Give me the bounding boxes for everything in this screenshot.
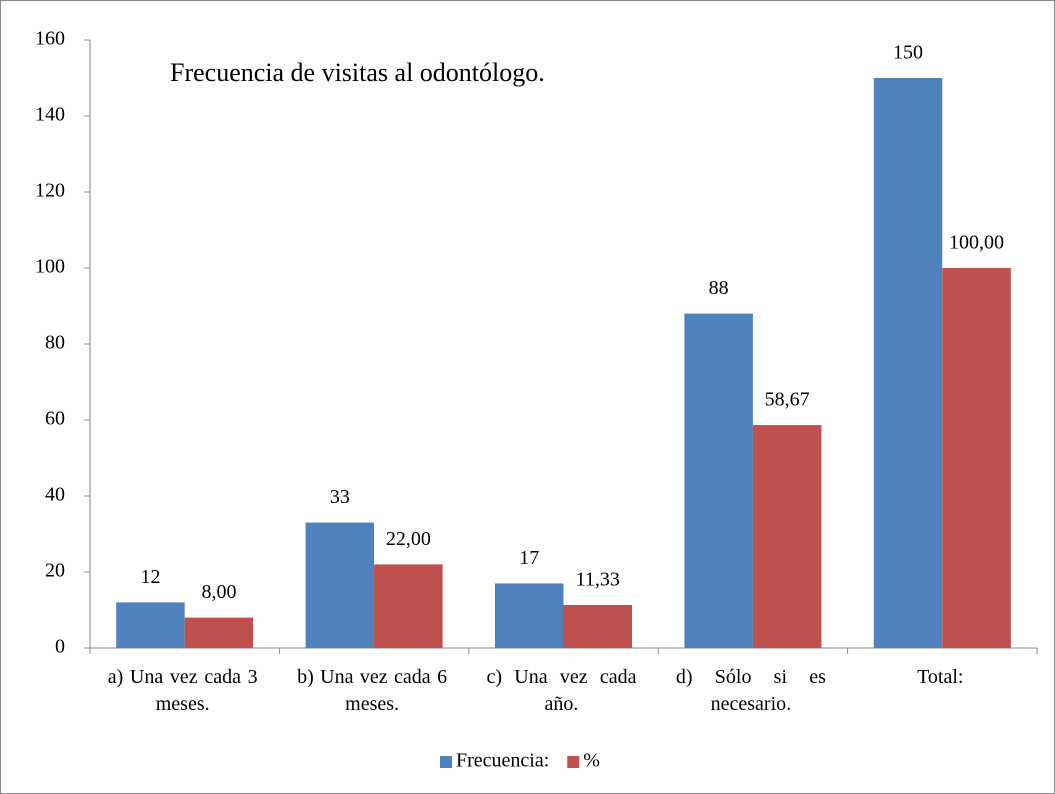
bar: [184, 617, 254, 648]
y-tick-label: 60: [45, 408, 65, 430]
data-label: 22,00: [386, 528, 431, 550]
y-tick-label: 100: [35, 256, 65, 278]
x-tick-label: Total:: [917, 666, 964, 688]
data-label: 58,67: [765, 389, 810, 411]
data-label: 17: [519, 547, 539, 569]
legend-swatch: [567, 756, 580, 768]
legend-label: Frecuencia:: [456, 750, 549, 772]
data-label: 88: [709, 277, 729, 299]
y-tick-label: 20: [45, 560, 65, 582]
x-tick-label: c) Una vez cada año.: [486, 666, 637, 715]
bar: [684, 313, 753, 648]
x-tick-label: a) Una vez cada 3 meses.: [107, 666, 258, 715]
bar: [942, 268, 1011, 648]
bar: [305, 522, 375, 648]
legend-label: %: [583, 750, 600, 772]
y-tick-label: 160: [35, 28, 65, 50]
bar: [873, 78, 943, 648]
y-tick-label: 80: [45, 332, 65, 354]
chart-title: Frecuencia de visitas al odontólogo.: [170, 58, 545, 87]
data-label: 11,33: [576, 569, 620, 591]
y-tick-label: 40: [45, 484, 65, 506]
bar: [116, 602, 185, 648]
y-tick-label: 0: [55, 636, 65, 658]
data-label: 100,00: [949, 232, 1004, 254]
bar: [563, 604, 632, 648]
data-label: 8,00: [201, 581, 236, 603]
data-label: 12: [140, 566, 160, 588]
bar: [374, 564, 443, 648]
data-label: 150: [893, 42, 923, 64]
x-tick-label: b) Una vez cada 6 meses.: [297, 666, 448, 715]
bar: [495, 583, 564, 648]
y-tick-label: 120: [35, 180, 65, 202]
y-tick-label: 140: [35, 104, 65, 126]
bar: [752, 425, 822, 648]
legend-swatch: [440, 756, 452, 768]
data-label: 33: [330, 486, 350, 508]
x-tick-label: d) Sólo si es necesario.: [675, 666, 826, 715]
